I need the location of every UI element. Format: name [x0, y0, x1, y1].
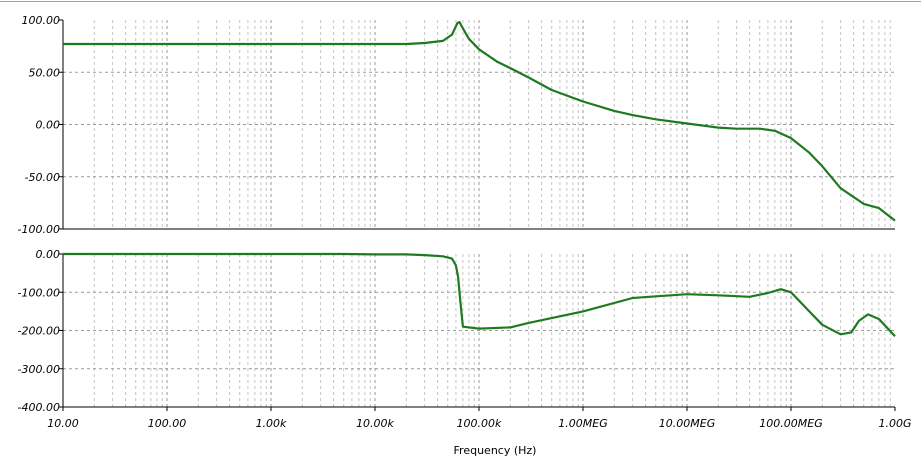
- magnitude-series-line: [63, 21, 896, 222]
- y-tick-label: 100.00: [22, 14, 61, 27]
- x-tick-label: 10.00k: [356, 417, 394, 430]
- y-tick-label: -50.00: [25, 171, 60, 184]
- y-tick-label: -100.00: [18, 223, 60, 236]
- magnitude-y-ticks: 100.00 50.00 0.00 -50.00 -100.00: [18, 14, 63, 236]
- x-tick-label: 1.00G: [878, 417, 911, 430]
- x-tick-label: 100.00MEG: [759, 417, 822, 430]
- x-tick-label: 100.00: [148, 417, 187, 430]
- phase-series-line: [63, 252, 896, 337]
- x-tick-label: 1.00k: [256, 417, 287, 430]
- y-tick-label: 50.00: [29, 66, 61, 79]
- x-tick-label: 1.00MEG: [558, 417, 607, 430]
- x-tick-label: 100.00k: [457, 417, 502, 430]
- magnitude-grid: [63, 20, 895, 229]
- y-tick-label: 0.00: [36, 119, 61, 132]
- y-tick-label: 0.00: [36, 248, 61, 261]
- y-tick-label: -100.00: [18, 286, 60, 299]
- magnitude-panel: 100.00 50.00 0.00 -50.00 -100.00: [18, 14, 896, 236]
- y-tick-label: -300.00: [18, 363, 60, 376]
- phase-y-ticks: 0.00 -100.00 -200.00 -300.00 -400.00: [18, 248, 63, 414]
- y-tick-label: -400.00: [18, 401, 60, 414]
- phase-x-ticks: 10.00 100.00 1.00k 10.00k 100.00k 1.00MEG 10.0…: [47, 407, 912, 430]
- phase-panel: 0.00-100.00-200.00-300.00-400.00 10.00 10…: [18, 248, 912, 430]
- x-axis-label: Frequency (Hz): [454, 444, 537, 457]
- x-tick-label: 10.00: [47, 417, 79, 430]
- x-tick-label: 10.00MEG: [659, 417, 715, 430]
- y-tick-label: -200.00: [18, 325, 60, 338]
- phase-grid: [63, 254, 895, 407]
